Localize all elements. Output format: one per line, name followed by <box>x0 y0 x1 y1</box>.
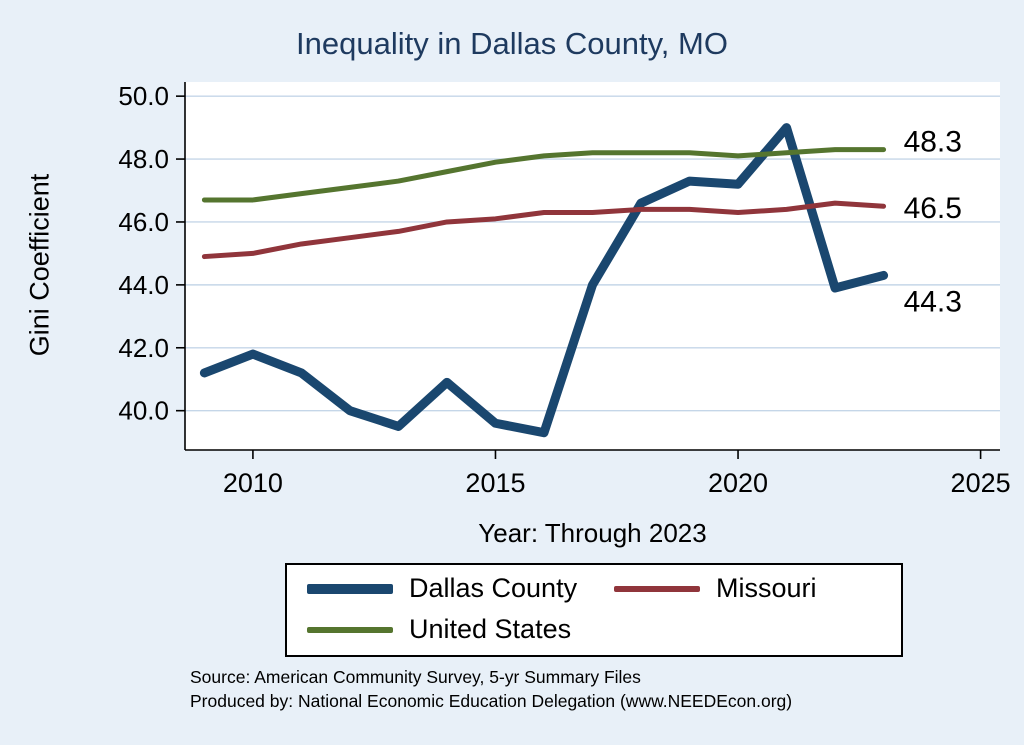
svg-text:2025: 2025 <box>951 468 1011 498</box>
chart-title: Inequality in Dallas County, MO <box>296 26 728 61</box>
legend-label-missouri: Missouri <box>716 573 817 603</box>
legend-label-united-states: United States <box>409 614 572 644</box>
legend-swatch-missouri <box>614 585 700 592</box>
svg-text:2020: 2020 <box>708 468 768 498</box>
source-line-2: Produced by: National Economic Education… <box>190 690 793 711</box>
legend-item-dallas-county: Dallas County <box>287 573 594 604</box>
svg-text:46.5: 46.5 <box>904 192 962 225</box>
legend-item-missouri: Missouri <box>594 573 901 604</box>
svg-text:40.0: 40.0 <box>118 396 169 426</box>
svg-text:2010: 2010 <box>223 468 283 498</box>
svg-text:48.3: 48.3 <box>904 126 962 159</box>
svg-text:44.3: 44.3 <box>904 285 962 318</box>
svg-text:46.0: 46.0 <box>118 207 169 237</box>
legend-swatch-united-states <box>307 626 393 633</box>
svg-text:44.0: 44.0 <box>118 270 169 300</box>
legend: Dallas County Missouri United States <box>285 563 903 657</box>
plot-area: 40.0 42.0 44.0 46.0 48.0 50.0 2010 2015 2020 2025… <box>118 81 1011 498</box>
legend-item-united-states: United States <box>287 614 594 645</box>
svg-text:50.0: 50.0 <box>118 81 169 111</box>
legend-swatch-dallas-county <box>307 583 393 594</box>
svg-text:48.0: 48.0 <box>118 144 169 174</box>
x-axis-label: Year: Through 2023 <box>478 518 707 548</box>
source-line-1: Source: American Community Survey, 5-yr … <box>190 667 641 687</box>
svg-text:2015: 2015 <box>465 468 525 498</box>
source-note: Source: American Community Survey, 5-yr … <box>190 666 792 713</box>
svg-text:42.0: 42.0 <box>118 333 169 363</box>
legend-label-dallas-county: Dallas County <box>409 573 578 603</box>
